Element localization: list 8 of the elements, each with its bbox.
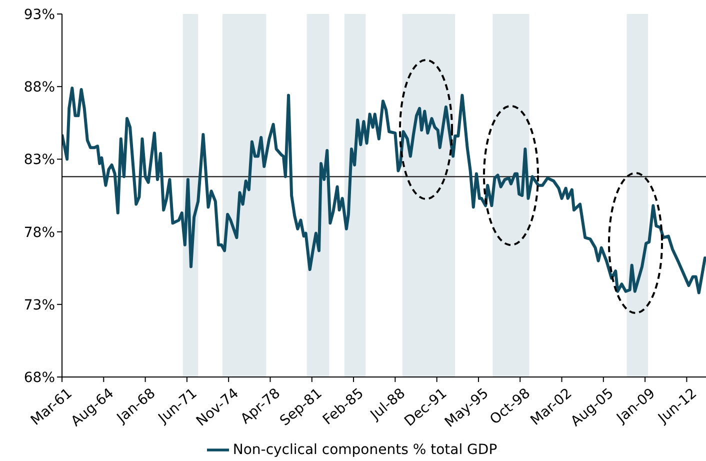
y-tick-label: 83% — [24, 152, 55, 168]
y-tick-label: 88% — [24, 80, 55, 96]
line-series — [62, 86, 706, 294]
legend-label: Non-cyclical components % total GDP — [232, 442, 498, 458]
y-tick-label: 73% — [24, 297, 55, 314]
y-tick-label: 93% — [24, 6, 55, 23]
y-tick-label: 68% — [24, 370, 55, 386]
y-tick-label: 78% — [24, 224, 55, 241]
